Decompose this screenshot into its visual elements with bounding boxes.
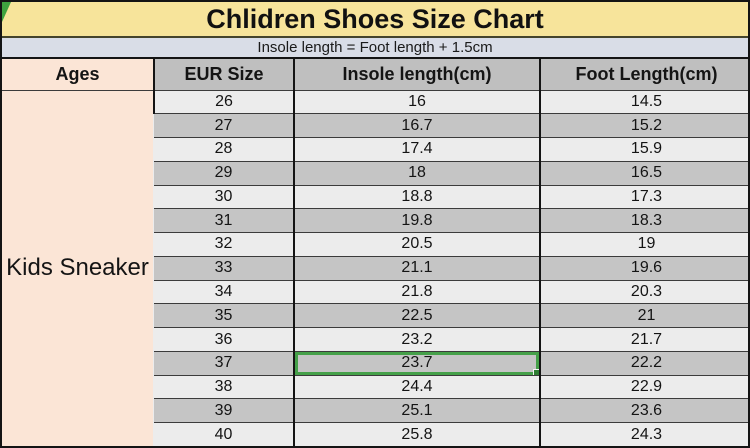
- size-chart-table: Ages EUR Size Insole length(cm) Foot Len…: [2, 59, 748, 446]
- table-row: 37 23.7 22.2: [2, 350, 748, 376]
- eur-size-cell[interactable]: 28: [154, 137, 294, 162]
- table-row: Kids Sneaker 26 16 14.5: [2, 89, 748, 446]
- corner-green-triangle: [2, 2, 11, 22]
- foot-length-cell[interactable]: 23.6: [539, 398, 748, 423]
- table-row: 40 25.8 24.3: [2, 422, 748, 446]
- insole-length-cell[interactable]: 21.8: [293, 279, 540, 304]
- eur-size-cell[interactable]: 32: [154, 232, 294, 257]
- header-eur-size: EUR Size: [153, 59, 294, 90]
- header-ages: Ages: [2, 59, 154, 90]
- foot-length-cell[interactable]: 15.9: [539, 137, 748, 162]
- insole-length-cell[interactable]: 16.7: [293, 113, 540, 138]
- insole-length-cell[interactable]: 20.5: [293, 232, 540, 257]
- foot-length-cell[interactable]: 17.3: [539, 184, 748, 209]
- table-row: 30 18.8 17.3: [2, 184, 748, 209]
- eur-size-cell[interactable]: 29: [154, 160, 294, 186]
- ages-group-cell[interactable]: Kids Sneaker: [2, 89, 154, 446]
- title-bar: Chlidren Shoes Size Chart: [2, 2, 748, 38]
- foot-length-cell[interactable]: 21: [539, 303, 748, 328]
- table-row: 27 16.7 15.2: [2, 113, 748, 138]
- insole-length-cell[interactable]: 17.4: [293, 137, 540, 162]
- subtitle-bar: Insole length = Foot length + 1.5cm: [2, 38, 748, 59]
- foot-length-cell[interactable]: 21.7: [539, 327, 748, 352]
- eur-size-cell[interactable]: 37: [154, 350, 294, 376]
- table-row: 31 19.8 18.3: [2, 208, 748, 233]
- formula-note: Insole length = Foot length + 1.5cm: [257, 39, 493, 56]
- eur-size-cell[interactable]: 26: [153, 89, 294, 114]
- table-row: 29 18 16.5: [2, 160, 748, 186]
- insole-length-cell[interactable]: 18: [293, 160, 540, 186]
- table-row: 28 17.4 15.9: [2, 137, 748, 162]
- table-row: 39 25.1 23.6: [2, 398, 748, 423]
- eur-size-cell[interactable]: 27: [154, 113, 294, 138]
- insole-length-cell[interactable]: 25.8: [293, 422, 540, 446]
- foot-length-cell[interactable]: 18.3: [539, 208, 748, 233]
- insole-length-cell[interactable]: 25.1: [293, 398, 540, 423]
- table-header: Ages EUR Size Insole length(cm) Foot Len…: [2, 59, 748, 90]
- insole-length-cell[interactable]: 21.1: [293, 255, 540, 281]
- insole-length-cell[interactable]: 23.2: [293, 327, 540, 352]
- eur-size-cell[interactable]: 31: [154, 208, 294, 233]
- foot-length-cell[interactable]: 15.2: [539, 113, 748, 138]
- insole-length-cell[interactable]: 23.7: [293, 350, 540, 376]
- header-row: Ages EUR Size Insole length(cm) Foot Len…: [2, 59, 748, 90]
- foot-length-cell[interactable]: 19.6: [539, 255, 748, 281]
- foot-length-cell[interactable]: 22.2: [539, 350, 748, 376]
- table-row: 33 21.1 19.6: [2, 255, 748, 281]
- table-row: 32 20.5 19: [2, 232, 748, 257]
- eur-size-cell[interactable]: 30: [154, 184, 294, 209]
- header-foot-length: Foot Length(cm): [539, 59, 748, 90]
- foot-length-cell[interactable]: 19: [539, 232, 748, 257]
- insole-length-cell[interactable]: 24.4: [293, 374, 540, 399]
- size-table-body: Kids Sneaker 26 16 14.5 27 16.7 15.2 28 17.4 15.9…: [2, 89, 748, 446]
- eur-size-cell[interactable]: 34: [154, 279, 294, 304]
- foot-length-cell[interactable]: 16.5: [539, 160, 748, 186]
- insole-length-cell[interactable]: 16: [293, 89, 540, 114]
- table-row: 35 22.5 21: [2, 303, 748, 328]
- foot-length-cell[interactable]: 24.3: [539, 422, 748, 446]
- insole-length-cell[interactable]: 18.8: [293, 184, 540, 209]
- table-row: 34 21.8 20.3: [2, 279, 748, 304]
- eur-size-cell[interactable]: 35: [154, 303, 294, 328]
- table-row: 38 24.4 22.9: [2, 374, 748, 399]
- foot-length-cell[interactable]: 20.3: [539, 279, 748, 304]
- table-row: 36 23.2 21.7: [2, 327, 748, 352]
- eur-size-cell[interactable]: 40: [154, 422, 294, 446]
- header-insole-length: Insole length(cm): [293, 59, 540, 90]
- insole-length-cell[interactable]: 19.8: [293, 208, 540, 233]
- eur-size-cell[interactable]: 38: [154, 374, 294, 399]
- selection-fill-handle[interactable]: [533, 368, 540, 376]
- eur-size-cell[interactable]: 36: [154, 327, 294, 352]
- eur-size-cell[interactable]: 33: [154, 255, 294, 281]
- page-title: Chlidren Shoes Size Chart: [206, 3, 544, 34]
- insole-length-cell[interactable]: 22.5: [293, 303, 540, 328]
- eur-size-cell[interactable]: 39: [154, 398, 294, 423]
- foot-length-cell[interactable]: 14.5: [539, 89, 748, 114]
- foot-length-cell[interactable]: 22.9: [539, 374, 748, 399]
